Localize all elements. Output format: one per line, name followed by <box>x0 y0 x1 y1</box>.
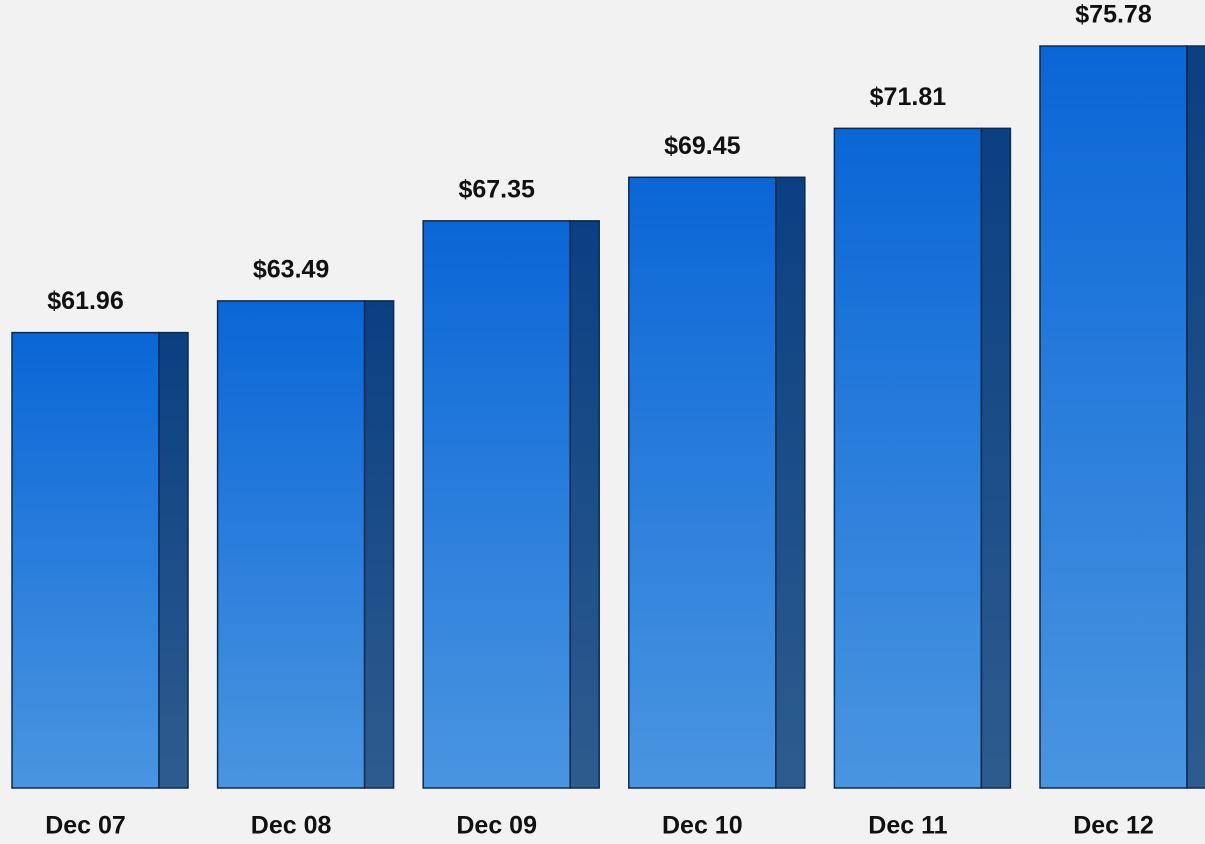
bar <box>422 220 571 789</box>
data-label: $69.45 <box>664 132 741 160</box>
bar <box>11 331 160 789</box>
x-tick-label: Dec 12 <box>1073 812 1154 840</box>
bar <box>1039 45 1188 789</box>
data-label: $67.35 <box>458 175 535 203</box>
bar-side <box>980 127 1012 789</box>
data-label: $61.96 <box>47 287 123 315</box>
bar <box>628 176 777 789</box>
x-tick-label: Dec 09 <box>456 812 537 840</box>
bar-side <box>775 176 806 789</box>
data-label: $63.49 <box>253 256 329 284</box>
bar <box>833 127 983 789</box>
x-tick-label: Dec 07 <box>45 812 126 840</box>
bar <box>216 300 366 789</box>
bar-side <box>1186 45 1205 789</box>
x-tick-label: Dec 11 <box>868 812 947 840</box>
data-label: $75.78 <box>1075 1 1152 29</box>
bar-side <box>569 220 600 789</box>
bar-side <box>363 300 395 789</box>
data-label: $71.81 <box>870 83 947 111</box>
x-tick-label: Dec 08 <box>251 812 332 840</box>
x-tick-label: Dec 10 <box>662 812 743 840</box>
bar-side <box>158 331 189 789</box>
